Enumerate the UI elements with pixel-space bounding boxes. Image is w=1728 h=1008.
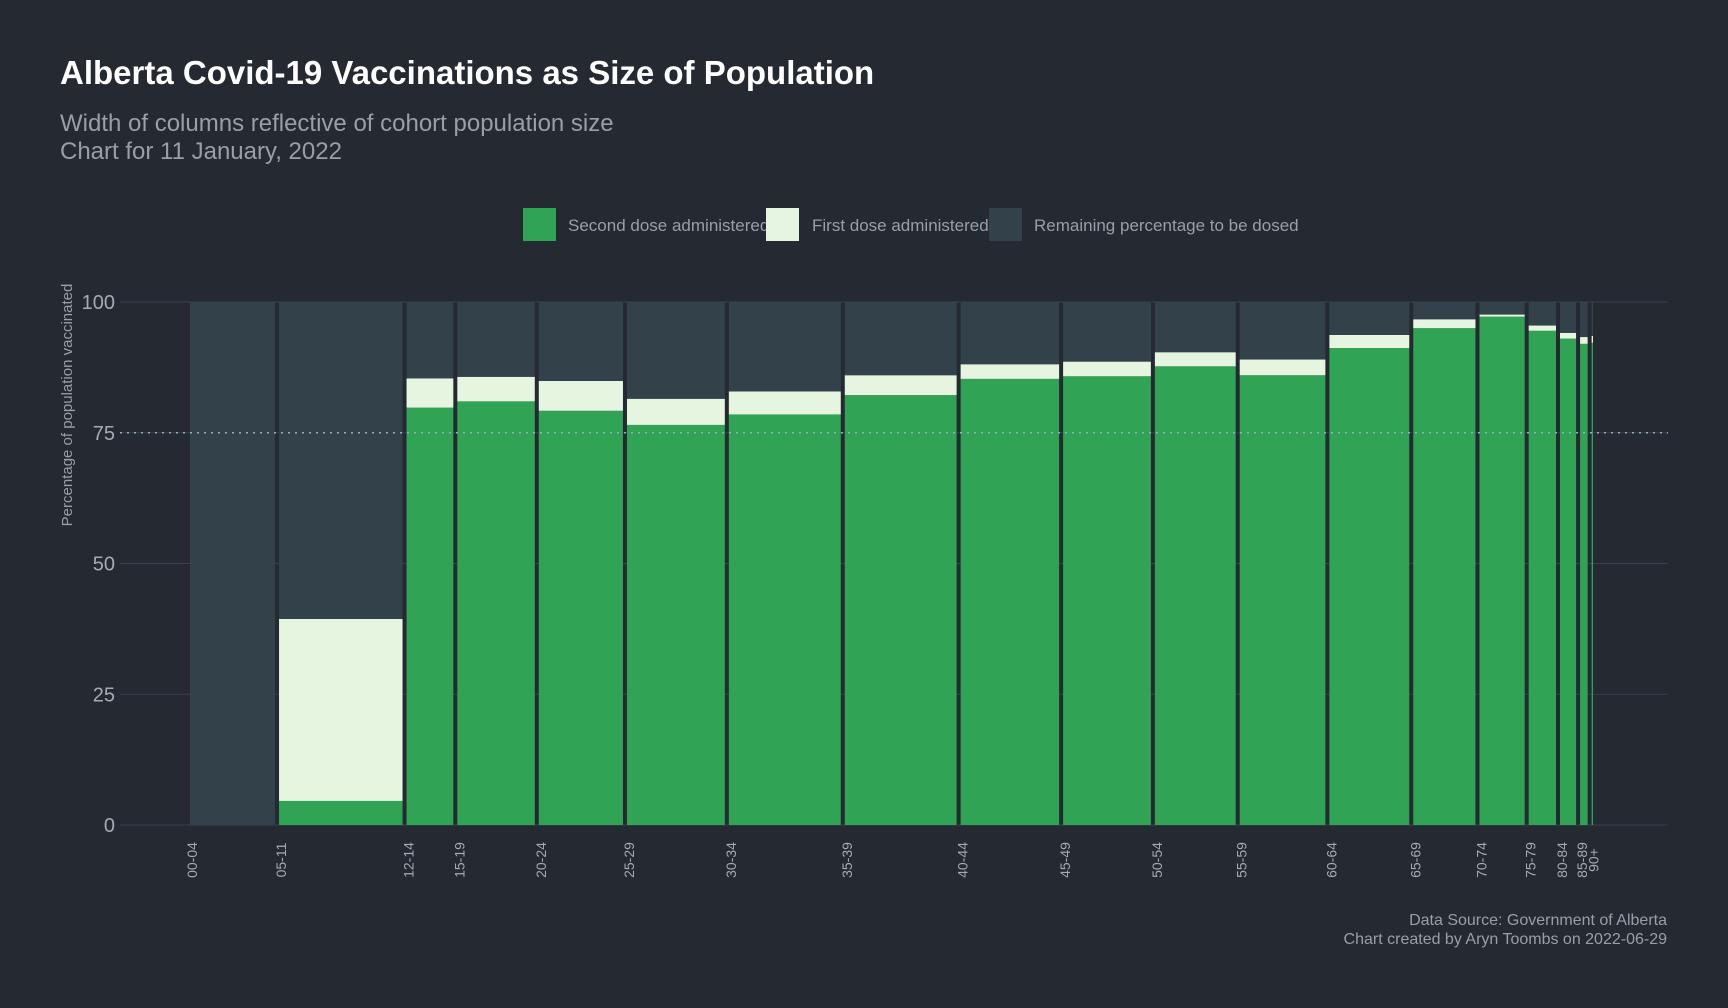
bar-remaining-25-29 [626, 302, 725, 399]
y-tick-label-25: 25 [93, 684, 115, 706]
bar-remaining-30-34 [728, 302, 841, 392]
bar-second-dose-70-74 [1479, 316, 1525, 825]
bar-second-dose-90+ [1591, 342, 1593, 825]
bar-first-dose-60-64 [1329, 334, 1410, 349]
bar-remaining-90+ [1591, 302, 1593, 336]
y-tick-label-50: 50 [93, 554, 115, 576]
x-tick-label-60-64: 60-64 [1323, 842, 1339, 878]
bar-second-dose-05-11 [279, 800, 403, 825]
bar-remaining-75-79 [1528, 302, 1556, 326]
x-axis-ticks: 00-04 05-11 12-14 15-19 20-24 25-29 30-34 35-39… [184, 842, 1602, 878]
bar-remaining-05-11 [279, 302, 403, 619]
x-tick-label-25-29: 25-29 [621, 842, 637, 878]
x-tick-label-65-69: 65-69 [1407, 842, 1423, 878]
bar-remaining-65-69 [1413, 302, 1476, 320]
caption-source: Data Source: Government of Alberta [1409, 912, 1667, 929]
bar-second-dose-50-54 [1154, 366, 1236, 825]
chart-title: Alberta Covid-19 Vaccinations as Size of… [60, 54, 874, 91]
bar-remaining-85-89 [1580, 302, 1588, 338]
y-axis-ticks: 0 25 50 75 100 [82, 292, 115, 837]
y-tick-label-0: 0 [104, 815, 115, 837]
legend-label-second-dose: Second dose administered [568, 216, 769, 235]
bar-first-dose-55-59 [1239, 359, 1326, 376]
x-tick-label-50-54: 50-54 [1149, 842, 1165, 878]
x-tick-label-70-74: 70-74 [1473, 842, 1489, 878]
bar-first-dose-05-11 [279, 618, 403, 801]
bar-remaining-55-59 [1239, 302, 1326, 360]
x-tick-label-80-84: 80-84 [1554, 842, 1570, 878]
x-tick-label-15-19: 15-19 [451, 842, 467, 878]
bar-first-dose-80-84 [1559, 332, 1577, 339]
bar-first-dose-45-49 [1063, 361, 1151, 377]
bar-remaining-35-39 [844, 302, 957, 376]
bar-first-dose-12-14 [406, 378, 454, 408]
bar-second-dose-35-39 [844, 395, 957, 825]
legend-label-first-dose: First dose administered [812, 216, 989, 235]
bar-first-dose-70-74 [1479, 314, 1525, 317]
bar-remaining-60-64 [1329, 302, 1410, 335]
chart-subtitle-line1: Width of columns reflective of cohort po… [60, 110, 614, 137]
bar-first-dose-30-34 [728, 391, 841, 415]
x-tick-label-45-49: 45-49 [1057, 842, 1073, 878]
bar-remaining-50-54 [1154, 302, 1236, 353]
legend-swatch-first-dose [766, 208, 799, 241]
bar-second-dose-80-84 [1559, 338, 1577, 825]
bar-first-dose-40-44 [960, 364, 1060, 379]
bar-first-dose-50-54 [1154, 352, 1236, 367]
bar-remaining-00-04 [190, 302, 276, 825]
bar-first-dose-20-24 [538, 380, 623, 411]
bar-second-dose-85-89 [1580, 343, 1588, 825]
y-axis-title: Percentage of population vaccinated [59, 284, 76, 527]
legend: Second dose administered First dose admi… [523, 208, 1299, 241]
chart-subtitle-line2: Chart for 11 January, 2022 [60, 138, 342, 165]
bar-remaining-12-14 [406, 302, 454, 379]
bar-first-dose-65-69 [1413, 319, 1476, 329]
y-tick-label-75: 75 [93, 423, 115, 445]
bar-first-dose-15-19 [457, 376, 535, 402]
y-tick-label-100: 100 [82, 292, 115, 314]
bar-remaining-70-74 [1479, 302, 1525, 315]
bar-second-dose-45-49 [1063, 376, 1151, 825]
bar-first-dose-25-29 [626, 398, 725, 425]
legend-swatch-remaining [989, 208, 1022, 241]
bar-first-dose-90+ [1591, 335, 1593, 343]
x-tick-label-05-11: 05-11 [273, 842, 289, 877]
bar-first-dose-75-79 [1528, 325, 1556, 331]
bar-second-dose-40-44 [960, 378, 1060, 825]
bar-second-dose-30-34 [728, 414, 841, 825]
x-tick-label-90+: 90+ [1586, 848, 1602, 872]
bar-remaining-15-19 [457, 302, 535, 377]
x-tick-label-85-89: 85-89 [1574, 842, 1590, 878]
x-tick-label-75-79: 75-79 [1523, 842, 1539, 878]
x-tick-label-30-34: 30-34 [723, 842, 739, 878]
bar-remaining-40-44 [960, 302, 1060, 365]
legend-label-remaining: Remaining percentage to be dosed [1034, 216, 1299, 235]
x-tick-label-20-24: 20-24 [533, 842, 549, 878]
bars [190, 302, 1593, 825]
bar-first-dose-35-39 [844, 375, 957, 396]
bar-first-dose-85-89 [1580, 337, 1588, 344]
bar-second-dose-25-29 [626, 424, 725, 825]
bar-remaining-20-24 [538, 302, 623, 381]
bar-remaining-80-84 [1559, 302, 1577, 333]
bar-second-dose-15-19 [457, 401, 535, 825]
x-tick-label-35-39: 35-39 [839, 842, 855, 878]
x-tick-label-00-04: 00-04 [184, 842, 200, 878]
x-tick-label-40-44: 40-44 [955, 842, 971, 878]
bar-second-dose-12-14 [406, 407, 454, 825]
bar-second-dose-20-24 [538, 410, 623, 825]
caption-credit: Chart created by Aryn Toombs on 2022-06-… [1344, 931, 1668, 948]
bar-second-dose-75-79 [1528, 330, 1556, 825]
bar-second-dose-60-64 [1329, 348, 1410, 825]
bar-second-dose-65-69 [1413, 328, 1476, 825]
bar-remaining-45-49 [1063, 302, 1151, 362]
legend-swatch-second-dose [523, 208, 556, 241]
bar-second-dose-55-59 [1239, 375, 1326, 825]
x-tick-label-55-59: 55-59 [1234, 842, 1250, 878]
x-tick-label-12-14: 12-14 [401, 842, 417, 878]
